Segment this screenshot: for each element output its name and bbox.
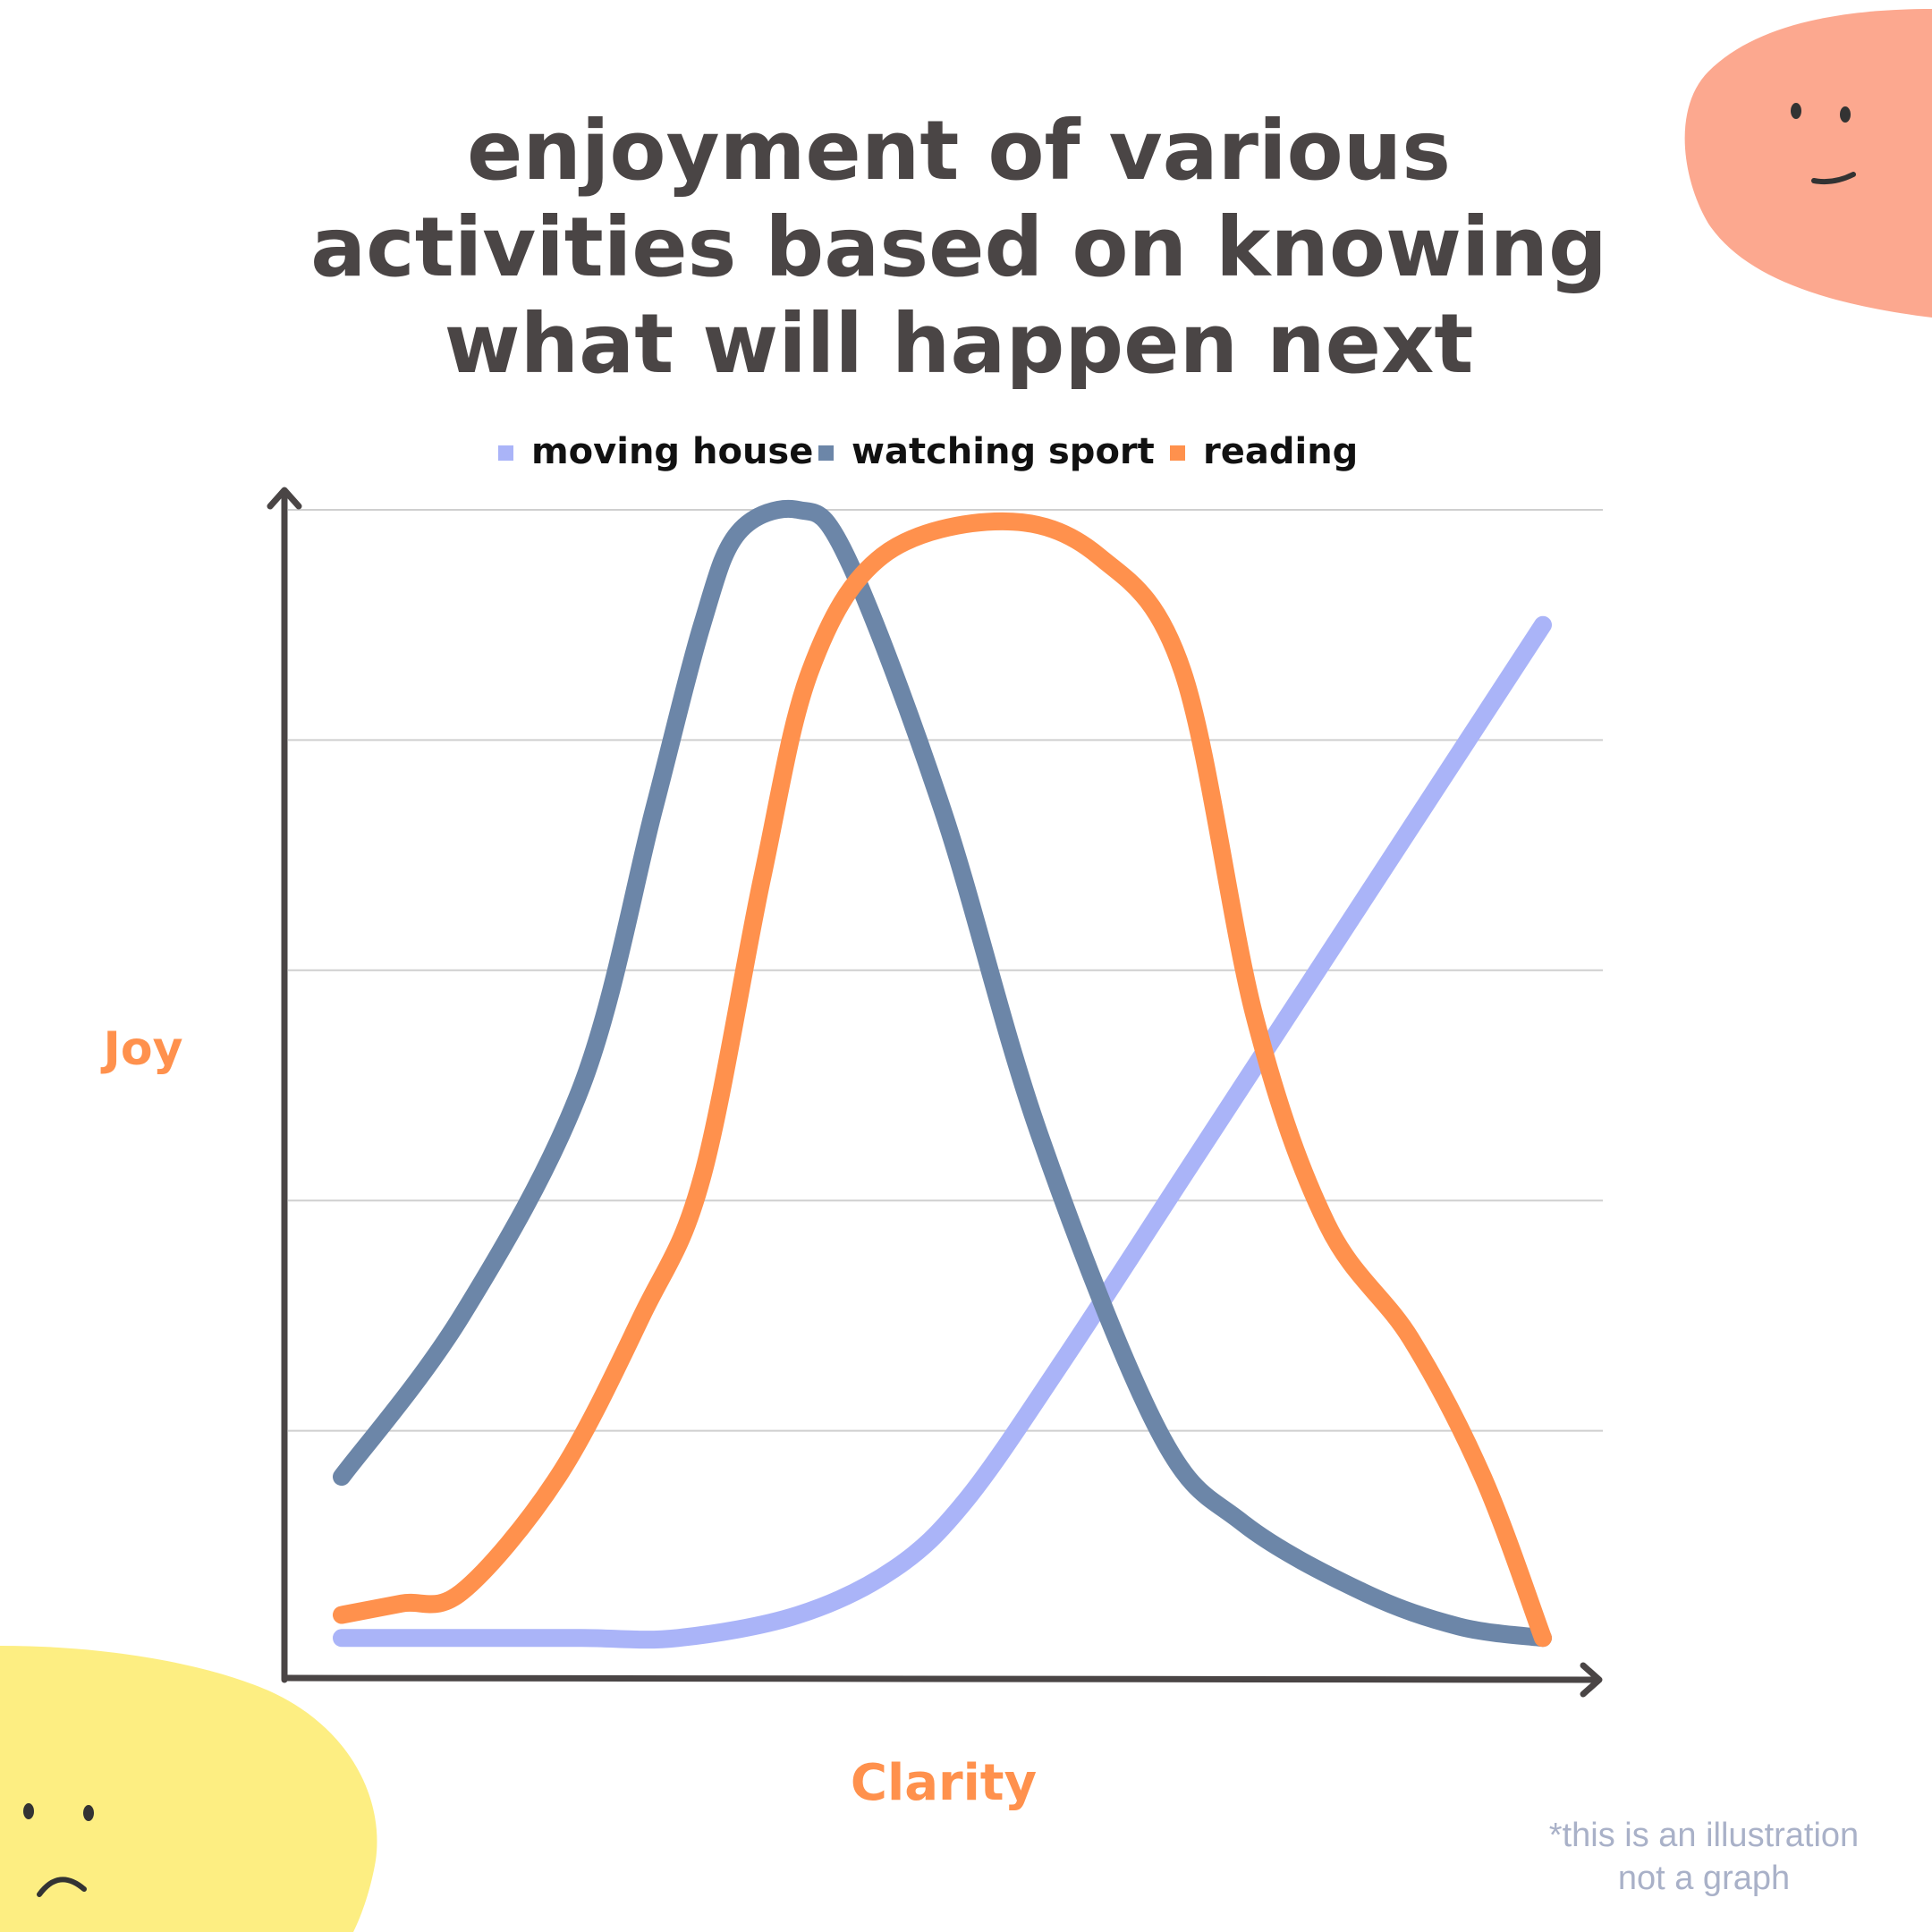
- series-line-reading: [333, 512, 1552, 1648]
- footnote-line-1: *this is an illustration: [1549, 1817, 1859, 1854]
- series-line-watching-sport: [333, 500, 1552, 1648]
- legend-swatch-watching-sport: [818, 445, 834, 461]
- sad-face-blob-icon: [0, 1646, 377, 1932]
- y-axis-label: Joy: [101, 1022, 183, 1076]
- neutral-face-blob-icon: [1684, 9, 1932, 318]
- legend-swatch-reading: [1170, 445, 1185, 461]
- x-axis-label: Clarity: [851, 1754, 1037, 1812]
- series-line-moving-house: [333, 615, 1552, 1649]
- grid-lines: [288, 509, 1603, 1432]
- series-group: [333, 500, 1552, 1649]
- legend: moving house watching sport reading: [498, 431, 1358, 472]
- x-axis-arrow-icon: [1580, 1662, 1603, 1698]
- chart-title-line-3: what will happen next: [445, 296, 1474, 392]
- axes: [267, 487, 1603, 1698]
- x-axis-line: [281, 1674, 1597, 1683]
- footnote-line-2: not a graph: [1618, 1860, 1790, 1897]
- legend-label-reading: reading: [1203, 431, 1358, 472]
- y-axis-arrow-icon: [267, 487, 302, 510]
- legend-label-watching-sport: watching sport: [852, 431, 1155, 472]
- legend-label-moving-house: moving house: [531, 431, 813, 472]
- chart-title-line-2: activities based on knowing: [310, 199, 1607, 295]
- legend-swatch-moving-house: [498, 445, 513, 461]
- chart-title-line-1: enjoyment of various: [467, 103, 1451, 199]
